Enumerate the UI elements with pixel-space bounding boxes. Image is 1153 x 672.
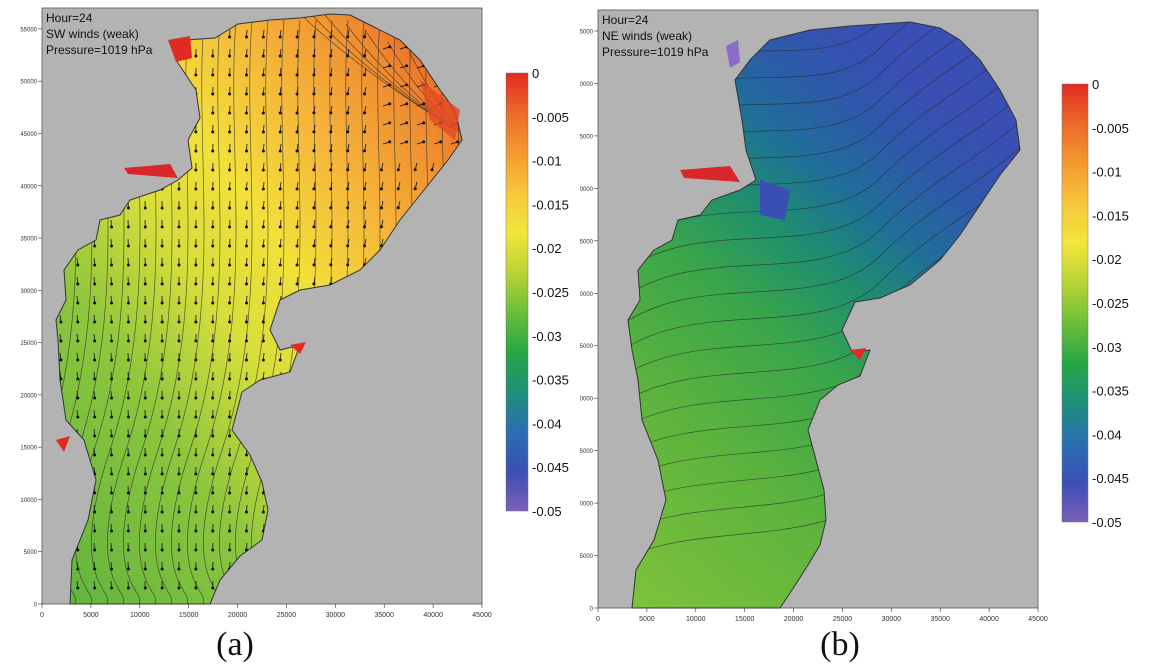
- axes: 0 5000 10000 15000 20000 25000 30000 35000 40000…: [20, 27, 492, 619]
- y-tick-label: 0: [590, 607, 594, 613]
- x-tick-label: 45000: [1028, 616, 1048, 623]
- contour-plot-b: 0 5000 10000 15000 20000 25000 30000 35000 40000…: [580, 9, 1129, 623]
- x-tick-label: 25000: [277, 612, 297, 619]
- colorbar-tick-label: -0.015: [532, 197, 569, 212]
- y-tick-label: 50000: [20, 80, 37, 86]
- y-tick-label: 20000: [580, 397, 594, 403]
- y-tick-label: 40000: [580, 187, 594, 193]
- coastal-highlights: [680, 40, 866, 360]
- y-tick-label: 25000: [580, 344, 594, 350]
- panel-b: 0 5000 10000 15000 20000 25000 30000 35000 40000…: [580, 0, 1153, 672]
- colorbar-labels: 0 -0.005 -0.01 -0.015 -0.02 -0.025 -0.03 -0.035…: [1092, 77, 1129, 530]
- colorbar-tick-label: -0.035: [532, 373, 569, 388]
- annotation-line: Pressure=1019 hPa: [46, 43, 153, 57]
- colorbar-tick-label: -0.04: [532, 416, 562, 431]
- colorbar-tick-label: -0.005: [532, 110, 569, 125]
- colorbar-tick-label: -0.02: [1092, 252, 1122, 267]
- colorbar-tick-label: -0.045: [532, 460, 569, 475]
- colorbar-tick-label: -0.01: [1092, 165, 1122, 180]
- y-tick-label: 45000: [20, 132, 37, 138]
- coastal-highlights: [56, 36, 460, 452]
- colorbar-tick-label: -0.03: [532, 329, 562, 344]
- y-tick-label: 30000: [20, 289, 37, 295]
- colorbar: [1061, 83, 1089, 523]
- x-tick-label: 15000: [735, 616, 755, 623]
- colorbar-tick-label: 0: [532, 66, 539, 81]
- y-tick-label: 20000: [20, 393, 37, 399]
- y-tick-label: 5000: [580, 554, 594, 560]
- annotation-line: SW winds (weak): [46, 27, 139, 41]
- x-tick-label: 45000: [472, 612, 492, 619]
- colorbar-tick-label: -0.045: [1092, 471, 1129, 486]
- colorbar-tick-label: -0.005: [1092, 121, 1129, 136]
- y-tick-label: 55000: [20, 27, 37, 33]
- x-tick-label: 40000: [979, 616, 999, 623]
- x-tick-label: 30000: [326, 612, 346, 619]
- annotation-text: Hour=24 NE winds (weak) Pressure=1019 hPa: [602, 13, 709, 59]
- y-tick-label: 55000: [580, 29, 594, 35]
- y-tick-label: 5000: [24, 550, 38, 556]
- x-tick-label: 20000: [784, 616, 804, 623]
- y-tick-label: 40000: [20, 184, 37, 190]
- y-tick-label: 10000: [580, 502, 594, 508]
- x-tick-label: 15000: [179, 612, 199, 619]
- panel-a: 0 5000 10000 15000 20000 25000 30000 35000 40000…: [20, 7, 569, 663]
- x-tick-label: 25000: [833, 616, 853, 623]
- axes: 0 5000 10000 15000 20000 25000 30000 35000 40000…: [580, 29, 1048, 623]
- x-tick-label: 10000: [686, 616, 706, 623]
- panel-label-a: (a): [216, 626, 254, 663]
- colorbar-tick-label: -0.05: [1092, 515, 1122, 530]
- annotation-line: NE winds (weak): [602, 29, 692, 43]
- colorbar-tick-label: 0: [1092, 77, 1099, 92]
- x-tick-label: 40000: [423, 612, 443, 619]
- x-tick-label: 10000: [130, 612, 150, 619]
- x-tick-label: 20000: [228, 612, 248, 619]
- y-tick-label: 25000: [20, 341, 37, 347]
- y-tick-label: 15000: [20, 446, 37, 452]
- panel-label-b: (b): [820, 626, 860, 663]
- y-tick-label: 50000: [580, 82, 594, 88]
- contour-plot-a: 0 5000 10000 15000 20000 25000 30000 35000 40000…: [20, 7, 569, 619]
- x-tick-label: 0: [40, 612, 44, 619]
- colorbar-tick-label: -0.025: [1092, 296, 1129, 311]
- annotation-text: Hour=24 SW winds (weak) Pressure=1019 hPa: [46, 11, 153, 57]
- colorbar-tick-label: -0.03: [1092, 340, 1122, 355]
- colorbar-tick-label: -0.015: [1092, 208, 1129, 223]
- colorbar-tick-label: -0.05: [532, 504, 562, 519]
- water-field: [627, 21, 1021, 609]
- annotation-line: Hour=24: [46, 11, 93, 25]
- annotation-line: Hour=24: [602, 13, 649, 27]
- x-tick-label: 30000: [882, 616, 902, 623]
- annotation-line: Pressure=1019 hPa: [602, 45, 709, 59]
- water-field: [55, 13, 463, 605]
- colorbar-labels: 0 -0.005 -0.01 -0.015 -0.02 -0.025 -0.03 -0.035…: [532, 66, 569, 519]
- y-tick-label: 45000: [580, 134, 594, 140]
- colorbar-tick-label: -0.025: [532, 285, 569, 300]
- y-tick-label: 30000: [580, 292, 594, 298]
- colorbar-tick-label: -0.01: [532, 154, 562, 169]
- colorbar-tick-label: -0.02: [532, 241, 562, 256]
- x-tick-label: 35000: [374, 612, 394, 619]
- colorbar-tick-label: -0.035: [1092, 384, 1129, 399]
- colorbar: [505, 72, 529, 512]
- y-tick-label: 10000: [20, 498, 37, 504]
- x-tick-label: 5000: [83, 612, 99, 619]
- y-tick-label: 35000: [20, 237, 37, 243]
- y-tick-label: 35000: [580, 239, 594, 245]
- x-tick-label: 35000: [930, 616, 950, 623]
- y-tick-label: 0: [34, 603, 38, 609]
- x-tick-label: 5000: [639, 616, 655, 623]
- colorbar-tick-label: -0.04: [1092, 427, 1122, 442]
- x-tick-label: 0: [596, 616, 600, 623]
- y-tick-label: 15000: [580, 449, 594, 455]
